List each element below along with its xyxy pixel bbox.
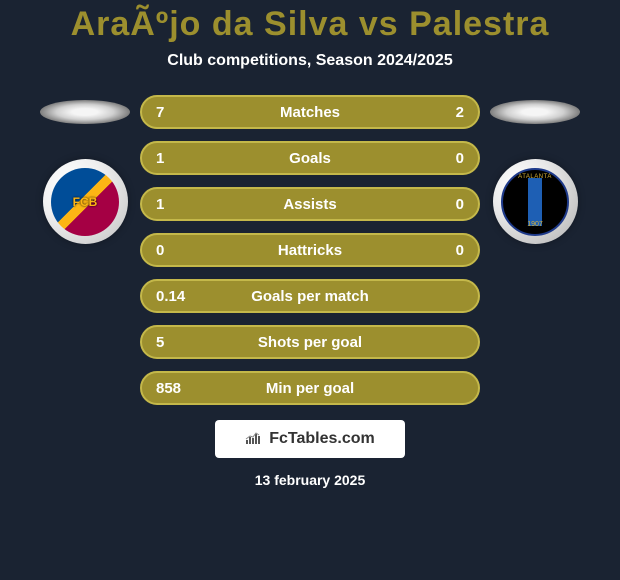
stat-left-value: 0 — [156, 242, 206, 259]
stat-left-value: 1 — [156, 196, 206, 213]
page-subtitle: Club competitions, Season 2024/2025 — [167, 52, 452, 70]
page-title: AraÃºjo da Silva vs Palestra — [71, 5, 550, 44]
stat-row-shots-per-goal: 5 Shots per goal — [140, 325, 480, 359]
stat-row-goals: 1 Goals 0 — [140, 141, 480, 175]
stat-label: Assists — [206, 196, 414, 213]
fcb-badge-inner: FCB — [51, 168, 119, 236]
fcb-badge-label: FCB — [73, 195, 98, 209]
stat-row-assists: 1 Assists 0 — [140, 187, 480, 221]
stat-row-goals-per-match: 0.14 Goals per match — [140, 279, 480, 313]
left-team-column: FCB — [40, 95, 130, 244]
stat-row-matches: 7 Matches 2 — [140, 95, 480, 129]
ellipse-shadow-right — [490, 100, 580, 124]
stat-label: Matches — [206, 104, 414, 121]
chart-icon — [245, 431, 263, 448]
stat-right-value: 0 — [414, 196, 464, 213]
right-team-column: ATALANTA 1907 — [490, 95, 580, 244]
stat-right-value: 0 — [414, 150, 464, 167]
stat-left-value: 0.14 — [156, 288, 206, 305]
ellipse-shadow-left — [40, 100, 130, 124]
stat-row-hattricks: 0 Hattricks 0 — [140, 233, 480, 267]
team-badge-right: ATALANTA 1907 — [493, 159, 578, 244]
stat-label: Hattricks — [206, 242, 414, 259]
footer-brand-text: FcTables.com — [269, 430, 375, 448]
comparison-container: AraÃºjo da Silva vs Palestra Club compet… — [0, 0, 620, 580]
comparison-area: FCB 7 Matches 2 1 Goals 0 1 Assists 0 0 — [0, 95, 620, 405]
stats-column: 7 Matches 2 1 Goals 0 1 Assists 0 0 Hatt… — [140, 95, 480, 405]
atalanta-label-top: ATALANTA — [518, 174, 552, 180]
stat-right-value: 0 — [414, 242, 464, 259]
team-badge-left: FCB — [43, 159, 128, 244]
stat-left-value: 1 — [156, 150, 206, 167]
stat-label: Goals — [206, 150, 414, 167]
atalanta-stripe — [528, 178, 542, 226]
stat-left-value: 7 — [156, 104, 206, 121]
stat-left-value: 5 — [156, 334, 206, 351]
stat-label: Goals per match — [206, 288, 414, 305]
stat-row-min-per-goal: 858 Min per goal — [140, 371, 480, 405]
atalanta-label-bottom: 1907 — [527, 221, 543, 228]
stat-label: Min per goal — [206, 380, 414, 397]
atalanta-badge-inner: ATALANTA 1907 — [501, 168, 569, 236]
stat-right-value: 2 — [414, 104, 464, 121]
stat-label: Shots per goal — [206, 334, 414, 351]
footer-brand-badge: FcTables.com — [215, 420, 405, 458]
stat-left-value: 858 — [156, 380, 206, 397]
footer-date: 13 february 2025 — [255, 472, 366, 488]
